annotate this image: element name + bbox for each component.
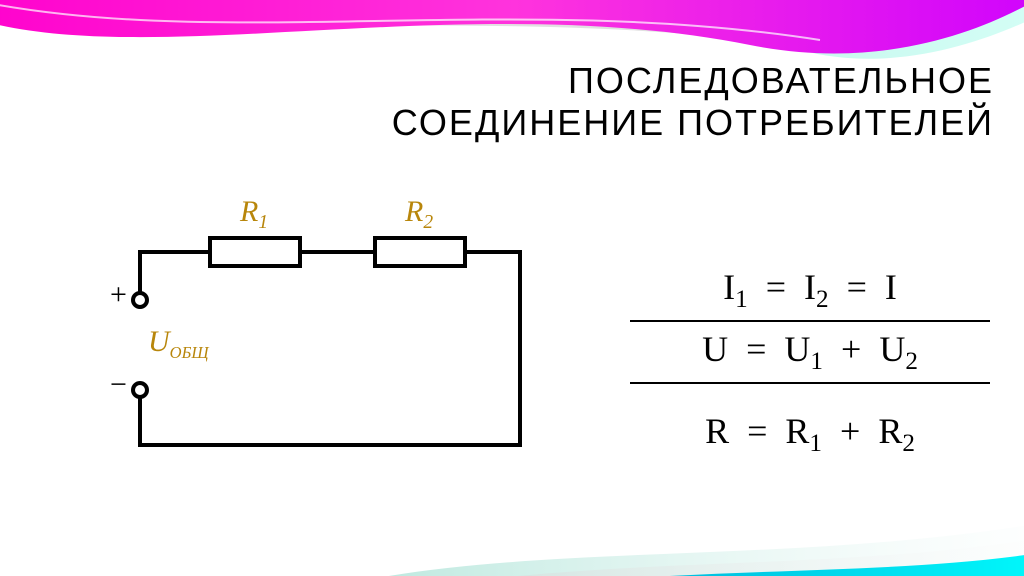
title-line-1: ПОСЛЕДОВАТЕЛЬНОЕ xyxy=(392,60,994,102)
decorative-ribbon-bottom xyxy=(0,476,1024,576)
voltage-label: UОБЩ xyxy=(148,325,209,363)
terminal-positive-sign: + xyxy=(110,278,127,312)
terminal-negative-sign: − xyxy=(110,368,127,402)
circuit-diagram: R1 R2 + − UОБЩ xyxy=(100,200,540,480)
formula-current: I1 = I2 = I xyxy=(630,260,990,322)
title-line-2: СОЕДИНЕНИЕ ПОТРЕБИТЕЛЕЙ xyxy=(392,102,994,144)
slide-title: ПОСЛЕДОВАТЕЛЬНОЕ СОЕДИНЕНИЕ ПОТРЕБИТЕЛЕЙ xyxy=(392,60,994,144)
resistor-label-r2: R2 xyxy=(405,195,433,234)
formula-resistance: R = R1 + R2 xyxy=(630,404,990,464)
slide: ПОСЛЕДОВАТЕЛЬНОЕ СОЕДИНЕНИЕ ПОТРЕБИТЕЛЕЙ… xyxy=(0,0,1024,576)
formulas-block: I1 = I2 = I U = U1 + U2 R = R1 + R2 xyxy=(630,260,990,465)
formula-voltage: U = U1 + U2 xyxy=(630,322,990,384)
resistor-label-r1: R1 xyxy=(240,195,268,234)
